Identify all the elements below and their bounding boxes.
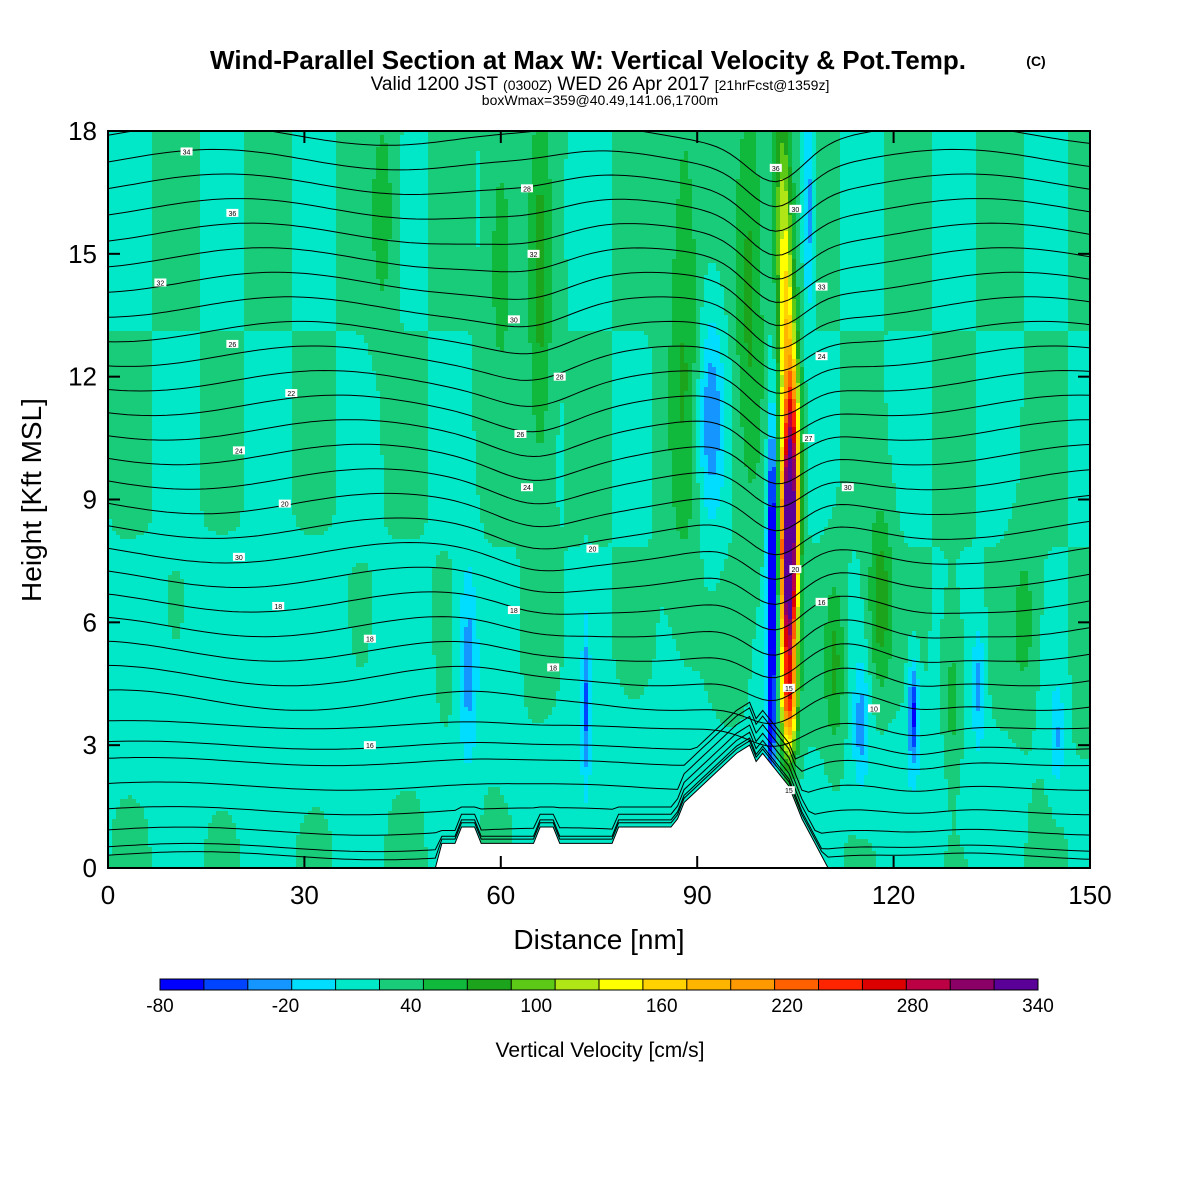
- colorbar-swatch: [731, 979, 775, 990]
- contour-label: 30: [233, 553, 245, 562]
- colorbar-label: Vertical Velocity [cm/s]: [496, 1039, 705, 1062]
- colorbar-swatch: [819, 979, 863, 990]
- y-tick-label: 12: [68, 362, 97, 392]
- y-tick-label: 15: [68, 239, 97, 269]
- colorbar-tick-label: 340: [1022, 996, 1054, 1017]
- colorbar-swatch: [994, 979, 1038, 990]
- contour-label: 32: [154, 278, 166, 287]
- contour-label: 24: [521, 483, 533, 492]
- contour-label: 36: [770, 164, 782, 173]
- colorbar-swatch: [160, 979, 204, 990]
- x-tick-label: 150: [1068, 880, 1111, 910]
- colorbar-tick-label: 280: [897, 996, 929, 1017]
- colorbar-tick-label: 160: [646, 996, 678, 1017]
- contour-label: 22: [285, 389, 297, 398]
- box-w-max: boxWmax=359@40.49,141.06,1700m: [482, 92, 718, 108]
- contour-label: 20: [789, 565, 801, 574]
- colorbar-swatch: [292, 979, 336, 990]
- contour-label: 33: [816, 283, 828, 292]
- contour-label: 16: [816, 598, 828, 607]
- chart-figure: Wind-Parallel Section at Max W: Vertical…: [0, 0, 1200, 1200]
- y-tick-label: 9: [83, 485, 97, 515]
- colorbar-swatch: [204, 979, 248, 990]
- y-tick-label: 3: [83, 730, 97, 760]
- chart-title: Wind-Parallel Section at Max W: Vertical…: [210, 45, 966, 75]
- contour-label: 30: [508, 315, 520, 324]
- contour-label: 18: [508, 606, 520, 615]
- contour-label: 28: [521, 184, 533, 193]
- chart-title-suffix: (C): [1026, 53, 1045, 69]
- colorbar-tick-label: 40: [400, 996, 421, 1017]
- y-tick-label: 18: [68, 116, 97, 146]
- colorbar-swatch: [467, 979, 511, 990]
- y-tick-label: 0: [83, 853, 97, 883]
- colorbar-tick-label: 100: [520, 996, 552, 1017]
- x-tick-label: 0: [101, 880, 115, 910]
- colorbar-swatch: [862, 979, 906, 990]
- colorbar-swatch: [950, 979, 994, 990]
- valid-utc: (0300Z): [503, 77, 552, 93]
- contour-label: 26: [514, 430, 526, 439]
- contour-label: 24: [816, 352, 828, 361]
- colorbar-swatch: [555, 979, 599, 990]
- y-axis-label: Height [Kft MSL]: [16, 398, 47, 602]
- colorbar-swatch: [775, 979, 819, 990]
- x-axis-label: Distance [nm]: [513, 924, 684, 955]
- contour-label: 16: [364, 741, 376, 750]
- contour-label: 20: [586, 545, 598, 554]
- colorbar-swatch: [380, 979, 424, 990]
- contour-label: 27: [802, 434, 814, 443]
- colorbar-swatch: [599, 979, 643, 990]
- colorbar-tick-label: -80: [146, 996, 173, 1017]
- contour-label: 24: [233, 446, 245, 455]
- contour-label: 15: [783, 786, 795, 795]
- contour-label: 10: [868, 704, 880, 713]
- contour-label: 15: [783, 684, 795, 693]
- contour-label: 18: [547, 663, 559, 672]
- vertical-velocity-field: [108, 131, 1093, 872]
- y-tick-label: 6: [83, 607, 97, 637]
- colorbar-swatch: [511, 979, 555, 990]
- contour-label: 18: [272, 602, 284, 611]
- contour-label: 30: [789, 205, 801, 214]
- colorbar-swatch: [687, 979, 731, 990]
- colorbar-swatch: [336, 979, 380, 990]
- contour-label: 32: [528, 250, 540, 259]
- contour-label: 30: [842, 483, 854, 492]
- forecast-info: [21hrFcst@1359z]: [715, 77, 830, 93]
- colorbar-swatch: [643, 979, 687, 990]
- colorbar-tick-label: -20: [272, 996, 299, 1017]
- x-tick-label: 60: [486, 880, 515, 910]
- x-tick-label: 90: [683, 880, 712, 910]
- x-tick-label: 30: [290, 880, 319, 910]
- contour-label: 36: [226, 209, 238, 218]
- valid-time: Valid 1200 JST: [371, 74, 499, 95]
- colorbar: -80 -20 40 100 160 220 280 340: [146, 979, 1054, 1017]
- colorbar-tick-label: 220: [771, 996, 803, 1017]
- contour-label: 28: [554, 373, 566, 382]
- colorbar-swatch: [423, 979, 467, 990]
- contour-label: 26: [226, 340, 238, 349]
- x-tick-label: 120: [872, 880, 915, 910]
- colorbar-swatch: [906, 979, 950, 990]
- colorbar-swatch: [248, 979, 292, 990]
- contour-label: 18: [364, 635, 376, 644]
- contour-label: 20: [279, 500, 291, 509]
- contour-label: 34: [181, 147, 193, 156]
